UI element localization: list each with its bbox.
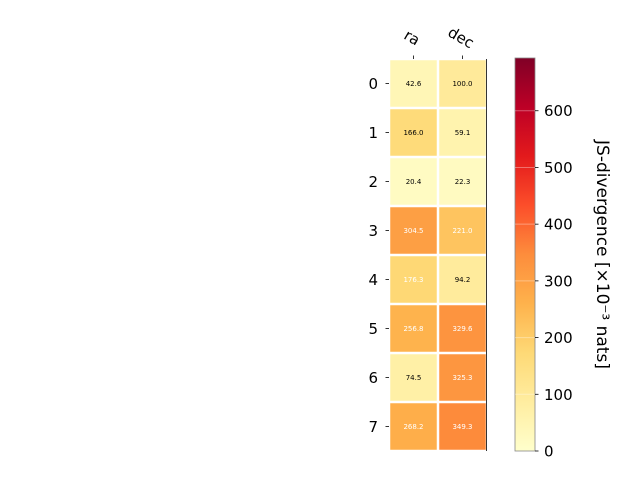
heatmap-cell (390, 256, 437, 303)
y-tick-label: 7 (368, 418, 378, 436)
colorbar: 0 100 200 300 400 500 600 JS-divergence [×10⁻³… (514, 57, 612, 461)
cell-value-label: 256.8 (403, 325, 423, 333)
cell-value-label: 349.3 (452, 423, 472, 431)
colorbar-tick-label: 400 (544, 216, 573, 234)
y-tick-label: 5 (368, 320, 378, 338)
y-tick-label: 3 (368, 222, 378, 240)
heatmap-cell (390, 158, 437, 205)
heatmap-cell (439, 158, 486, 205)
x-tick-labels: ra dec (401, 23, 477, 59)
heatmap-cell (439, 403, 486, 450)
cell-value-label: 325.3 (452, 374, 472, 382)
x-tick-label: ra (401, 26, 423, 49)
colorbar-tick-label: 0 (544, 443, 554, 461)
heatmap-cell (439, 109, 486, 156)
heatmap-cell (390, 207, 437, 254)
cell-value-label: 329.6 (452, 325, 473, 333)
heatmap-cell (390, 109, 437, 156)
colorbar-tick-lines (515, 110, 535, 395)
heatmap-cell (439, 207, 486, 254)
cell-value-label: 176.3 (403, 276, 423, 284)
y-tick-label: 0 (368, 75, 378, 93)
heatmap-cell (439, 256, 486, 303)
heatmap-cell (439, 60, 486, 107)
cell-value-label: 166.0 (403, 129, 423, 137)
x-tick-label: dec (445, 23, 477, 52)
colorbar-tick-label: 100 (544, 386, 573, 404)
colorbar-tick-label: 500 (544, 159, 573, 177)
cell-value-label: 59.1 (455, 129, 471, 137)
y-tick-label: 1 (368, 124, 378, 142)
y-tick-label: 2 (368, 173, 378, 191)
colorbar-tick-label: 300 (544, 272, 573, 290)
cell-value-label: 42.6 (406, 80, 422, 88)
y-tick-label: 6 (368, 369, 378, 387)
cell-value-label: 268.2 (403, 423, 423, 431)
colorbar-gradient (514, 57, 536, 452)
cell-value-label: 22.3 (455, 178, 471, 186)
heatmap-cell (439, 354, 486, 401)
heatmap-cells: 42.6 100.0 166.0 59.1 20.4 22.3 304.5 221.0 176.… (390, 60, 486, 450)
heatmap-cell (390, 403, 437, 450)
cell-value-label: 20.4 (406, 178, 422, 186)
cell-value-label: 221.0 (452, 227, 472, 235)
cell-value-label: 304.5 (403, 227, 423, 235)
heatmap-cell (439, 305, 486, 352)
colorbar-tick-label: 600 (544, 102, 573, 120)
heatmap-cell (390, 354, 437, 401)
colorbar-tick-label: 200 (544, 329, 573, 347)
colorbar-label: JS-divergence [×10⁻³ nats] (592, 139, 612, 369)
heatmap-cell (390, 305, 437, 352)
cell-value-label: 94.2 (455, 276, 471, 284)
heatmap-cell (390, 60, 437, 107)
colorbar-ticks: 0 100 200 300 400 500 600 (535, 102, 573, 461)
cell-value-label: 74.5 (406, 374, 422, 382)
y-tick-labels: 0 1 2 3 4 5 6 7 (368, 75, 389, 436)
cell-value-label: 100.0 (452, 80, 472, 88)
y-tick-label: 4 (368, 271, 378, 289)
